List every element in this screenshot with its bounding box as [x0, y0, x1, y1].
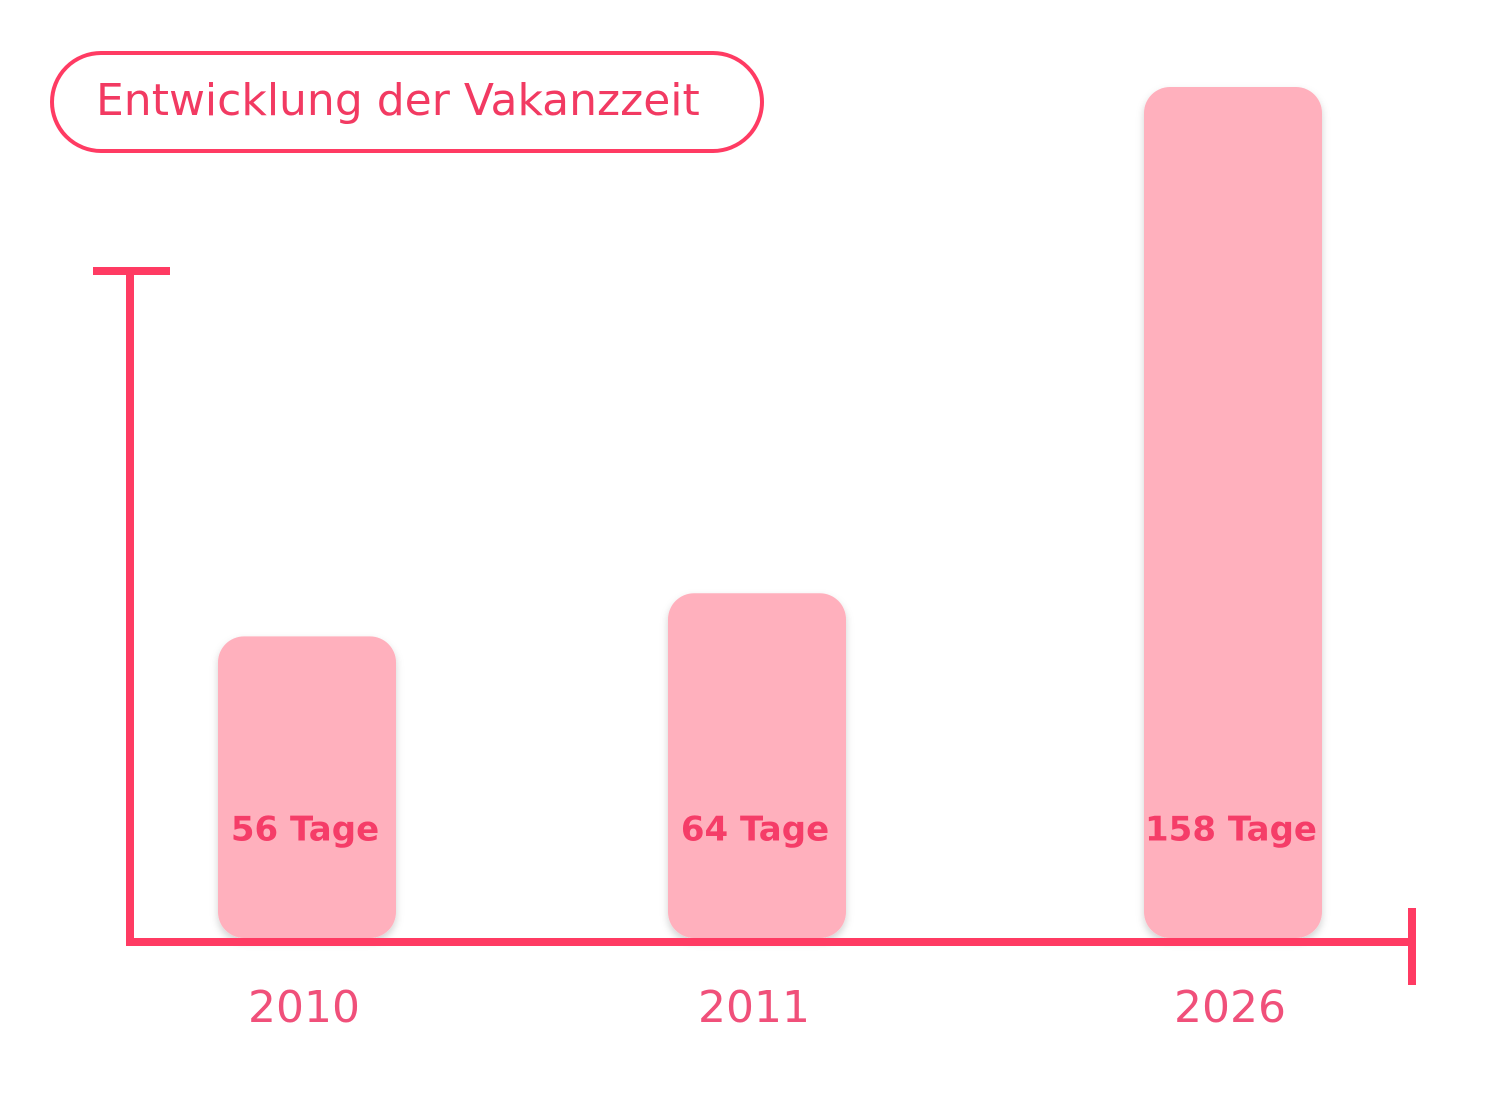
value-label: 64 Tage [681, 810, 829, 850]
chart-title: Entwicklung der Vakanzzeit [96, 75, 700, 126]
bar [1144, 87, 1322, 938]
x-tick-label: 2011 [698, 982, 810, 1033]
title-pill [50, 51, 764, 153]
bar [218, 636, 396, 938]
value-label: 56 Tage [231, 810, 379, 850]
x-tick-label: 2010 [248, 982, 360, 1033]
value-label: 158 Tage [1145, 810, 1317, 850]
x-tick-label: 2026 [1174, 982, 1286, 1033]
bars [218, 87, 1322, 938]
bar [668, 593, 846, 938]
